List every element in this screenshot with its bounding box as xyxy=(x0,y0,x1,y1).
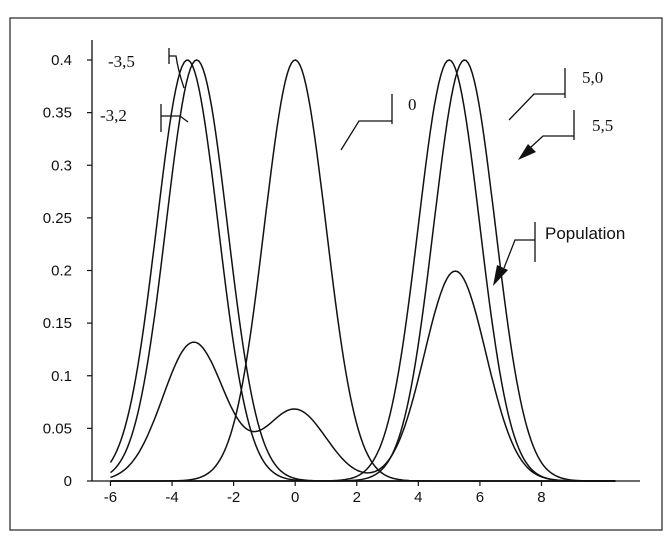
y-tick-label: 0.25 xyxy=(43,210,72,227)
x-tick-label: -4 xyxy=(165,489,178,506)
series-labels: -3,5 -3,2 0 5,0 5,5 Population xyxy=(100,52,625,243)
leader-line-0 xyxy=(340,94,393,151)
curves xyxy=(109,59,616,482)
leader-line-minus-3-5 xyxy=(168,48,185,89)
series-line-5-5 xyxy=(110,59,616,482)
series-label-5-5: 5,5 xyxy=(592,116,613,135)
series-label-5-0: 5,0 xyxy=(582,68,603,87)
x-tick-label: 8 xyxy=(537,489,545,506)
page-border xyxy=(9,17,663,531)
y-tick-label: 0.05 xyxy=(43,420,72,437)
x-tick-label: -6 xyxy=(104,489,117,506)
plot-axes: 0 0.05 0.1 0.15 0.2 0.25 0.3 0.35 0.4 -6 -4 -2 0 2 4 6 8 xyxy=(43,40,640,506)
y-tick-label: 0.3 xyxy=(51,157,72,174)
leader-line-5-5 xyxy=(529,110,575,149)
series-line--3-5 xyxy=(109,59,616,482)
leader-lines xyxy=(160,48,575,286)
x-tick-label: 2 xyxy=(353,489,361,506)
x-tick-label: 0 xyxy=(291,489,299,506)
series-label-population: Population xyxy=(545,224,625,243)
leader-line-5-0 xyxy=(508,68,566,121)
arrowhead-5-5 xyxy=(518,144,536,160)
x-tick-label: -2 xyxy=(227,489,240,506)
y-tick-label: 0.15 xyxy=(43,315,72,332)
y-tick-label: 0.4 xyxy=(51,52,72,69)
series-line-5-0 xyxy=(110,59,616,482)
series-line-0 xyxy=(110,59,616,482)
leader-line-population xyxy=(503,222,536,269)
series-label-0: 0 xyxy=(408,95,417,114)
series-line--3-2 xyxy=(110,59,616,482)
series-label-minus-3-5: -3,5 xyxy=(108,52,135,71)
y-tick-label: 0.35 xyxy=(43,105,72,122)
arrowhead-population xyxy=(493,265,508,286)
series-line-population xyxy=(110,270,616,482)
series-label-minus-3-2: -3,2 xyxy=(100,106,127,125)
y-tick-label: 0 xyxy=(64,473,72,490)
x-tick-label: 6 xyxy=(476,489,484,506)
y-tick-label: 0.1 xyxy=(51,368,72,385)
leader-line-minus-3-2 xyxy=(160,104,189,132)
x-tick-label: 4 xyxy=(414,489,422,506)
y-tick-label: 0.2 xyxy=(51,263,72,280)
